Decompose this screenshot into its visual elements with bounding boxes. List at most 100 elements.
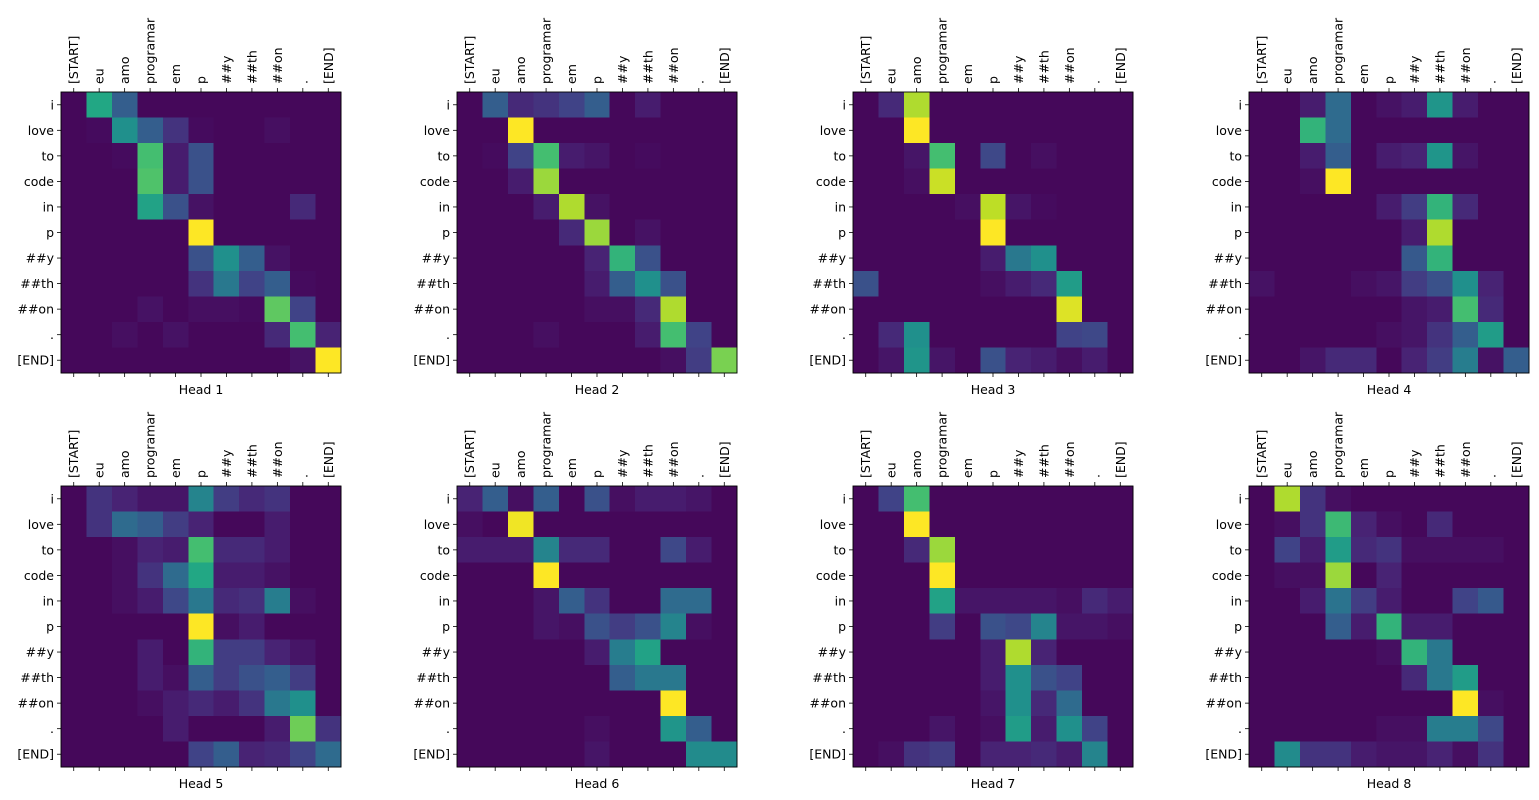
heatmap-cell — [1478, 296, 1505, 323]
heatmap-cell — [853, 537, 880, 564]
heatmap-cell — [111, 194, 138, 221]
panel-title: Head 1 — [179, 382, 224, 397]
y-tick-label: ##th — [416, 276, 450, 291]
heatmap-cell — [954, 562, 981, 589]
heatmap-cell — [954, 486, 981, 513]
heatmap-cell — [86, 347, 113, 374]
heatmap-cell — [86, 296, 113, 323]
x-tick-label: . — [295, 80, 310, 84]
heatmap-cell — [1299, 270, 1326, 297]
heatmap-cell — [584, 511, 611, 538]
heatmap-cell — [239, 117, 266, 144]
heatmap-cell — [1401, 741, 1428, 768]
heatmap-cell — [213, 562, 240, 589]
heatmap-cell — [507, 347, 534, 374]
heatmap-cell — [507, 143, 534, 170]
heatmap-cell — [929, 168, 956, 195]
heatmap-cell — [507, 715, 534, 743]
heatmap-cell — [558, 347, 585, 374]
heatmap-cell — [1350, 117, 1377, 144]
heatmap-cell — [111, 92, 138, 119]
heatmap-cell — [660, 321, 687, 349]
heatmap-cell — [1031, 219, 1058, 246]
heatmap-cell — [1056, 194, 1083, 221]
heatmap-cell — [290, 270, 317, 297]
heatmap-cell — [1082, 245, 1109, 272]
heatmap-cell — [162, 347, 189, 374]
heatmap-cell — [239, 168, 266, 195]
heatmap-cell — [584, 690, 611, 717]
heatmap-panel-6: [START] eu amo programar em p ##y ##th ##on. [END… — [413, 411, 738, 791]
heatmap-cell — [609, 143, 636, 170]
y-tick-label: ##on — [413, 696, 450, 711]
x-tick-label: programar — [539, 17, 554, 84]
heatmap-cell — [457, 347, 484, 374]
heatmap-cell — [162, 296, 189, 323]
heatmap-cell — [1503, 690, 1530, 717]
heatmap-cell — [1401, 117, 1428, 144]
heatmap-cell — [1452, 486, 1479, 513]
heatmap-cell — [853, 613, 880, 640]
heatmap-cell — [1082, 664, 1109, 691]
heatmap-cell — [558, 92, 585, 119]
heatmap-cell — [507, 741, 534, 768]
heatmap-cell — [609, 664, 636, 691]
heatmap-cell — [1107, 639, 1134, 666]
heatmap-cell — [853, 117, 880, 144]
heatmap-cell — [1299, 664, 1326, 691]
x-tick-label: . — [1483, 80, 1498, 84]
heatmap-cell — [584, 219, 611, 246]
heatmap-cell — [1427, 486, 1454, 513]
heatmap-cell — [1005, 245, 1032, 272]
heatmap-cell — [86, 613, 113, 640]
heatmap-cell — [1299, 562, 1326, 589]
heatmap-cell — [61, 168, 88, 195]
heatmap-cell — [162, 219, 189, 246]
y-tick-label: ##y — [422, 645, 451, 660]
heatmap-cell — [290, 690, 317, 717]
heatmap-cell — [1005, 664, 1032, 691]
heatmap-cell — [1452, 168, 1479, 195]
x-tick-label: [END] — [321, 441, 336, 478]
heatmap-cell — [61, 219, 88, 246]
heatmap-cell — [1005, 168, 1032, 195]
y-tick-label: in — [439, 199, 450, 214]
heatmap-cell — [1325, 511, 1352, 538]
heatmap-cell — [1376, 219, 1403, 246]
heatmap-cell — [878, 245, 905, 272]
x-tick-label: [START] — [1254, 36, 1269, 84]
heatmap-cell — [1350, 270, 1377, 297]
heatmap-cell — [162, 194, 189, 221]
heatmap-cell — [457, 715, 484, 743]
heatmap-cell — [903, 588, 930, 615]
heatmap-cell — [1056, 690, 1083, 717]
heatmap-cell — [686, 486, 713, 513]
heatmap-cell — [162, 245, 189, 272]
heatmap-cell — [635, 92, 662, 119]
heatmap-cell — [239, 347, 266, 374]
heatmap-cell — [660, 219, 687, 246]
heatmap-cell — [1452, 321, 1479, 349]
heatmap-panel-5: [START] eu amo programar em p ##y ##th ##on. [END… — [17, 411, 342, 791]
y-tick-label: [END] — [413, 353, 450, 368]
heatmap-cell — [558, 741, 585, 768]
heatmap-cell — [878, 664, 905, 691]
heatmap-cell — [264, 639, 291, 666]
heatmap-cell — [660, 562, 687, 589]
heatmap-cell — [1107, 219, 1134, 246]
x-tick-label: [END] — [717, 441, 732, 478]
x-tick-label: em — [564, 64, 579, 84]
y-tick-label: p — [46, 619, 54, 634]
heatmap-cell — [290, 117, 317, 144]
heatmap-cell — [315, 194, 342, 221]
x-tick-label: [END] — [1113, 47, 1128, 84]
heatmap-cell — [162, 486, 189, 513]
heatmap-cell — [1274, 347, 1301, 374]
y-tick-label: p — [1234, 619, 1242, 634]
heatmap-cell — [137, 296, 164, 323]
x-tick-label: ##on — [1458, 441, 1473, 478]
y-tick-label: in — [835, 593, 846, 608]
heatmap-cell — [1249, 537, 1276, 564]
heatmap-cell — [213, 117, 240, 144]
y-tick-label: ##on — [809, 302, 846, 317]
